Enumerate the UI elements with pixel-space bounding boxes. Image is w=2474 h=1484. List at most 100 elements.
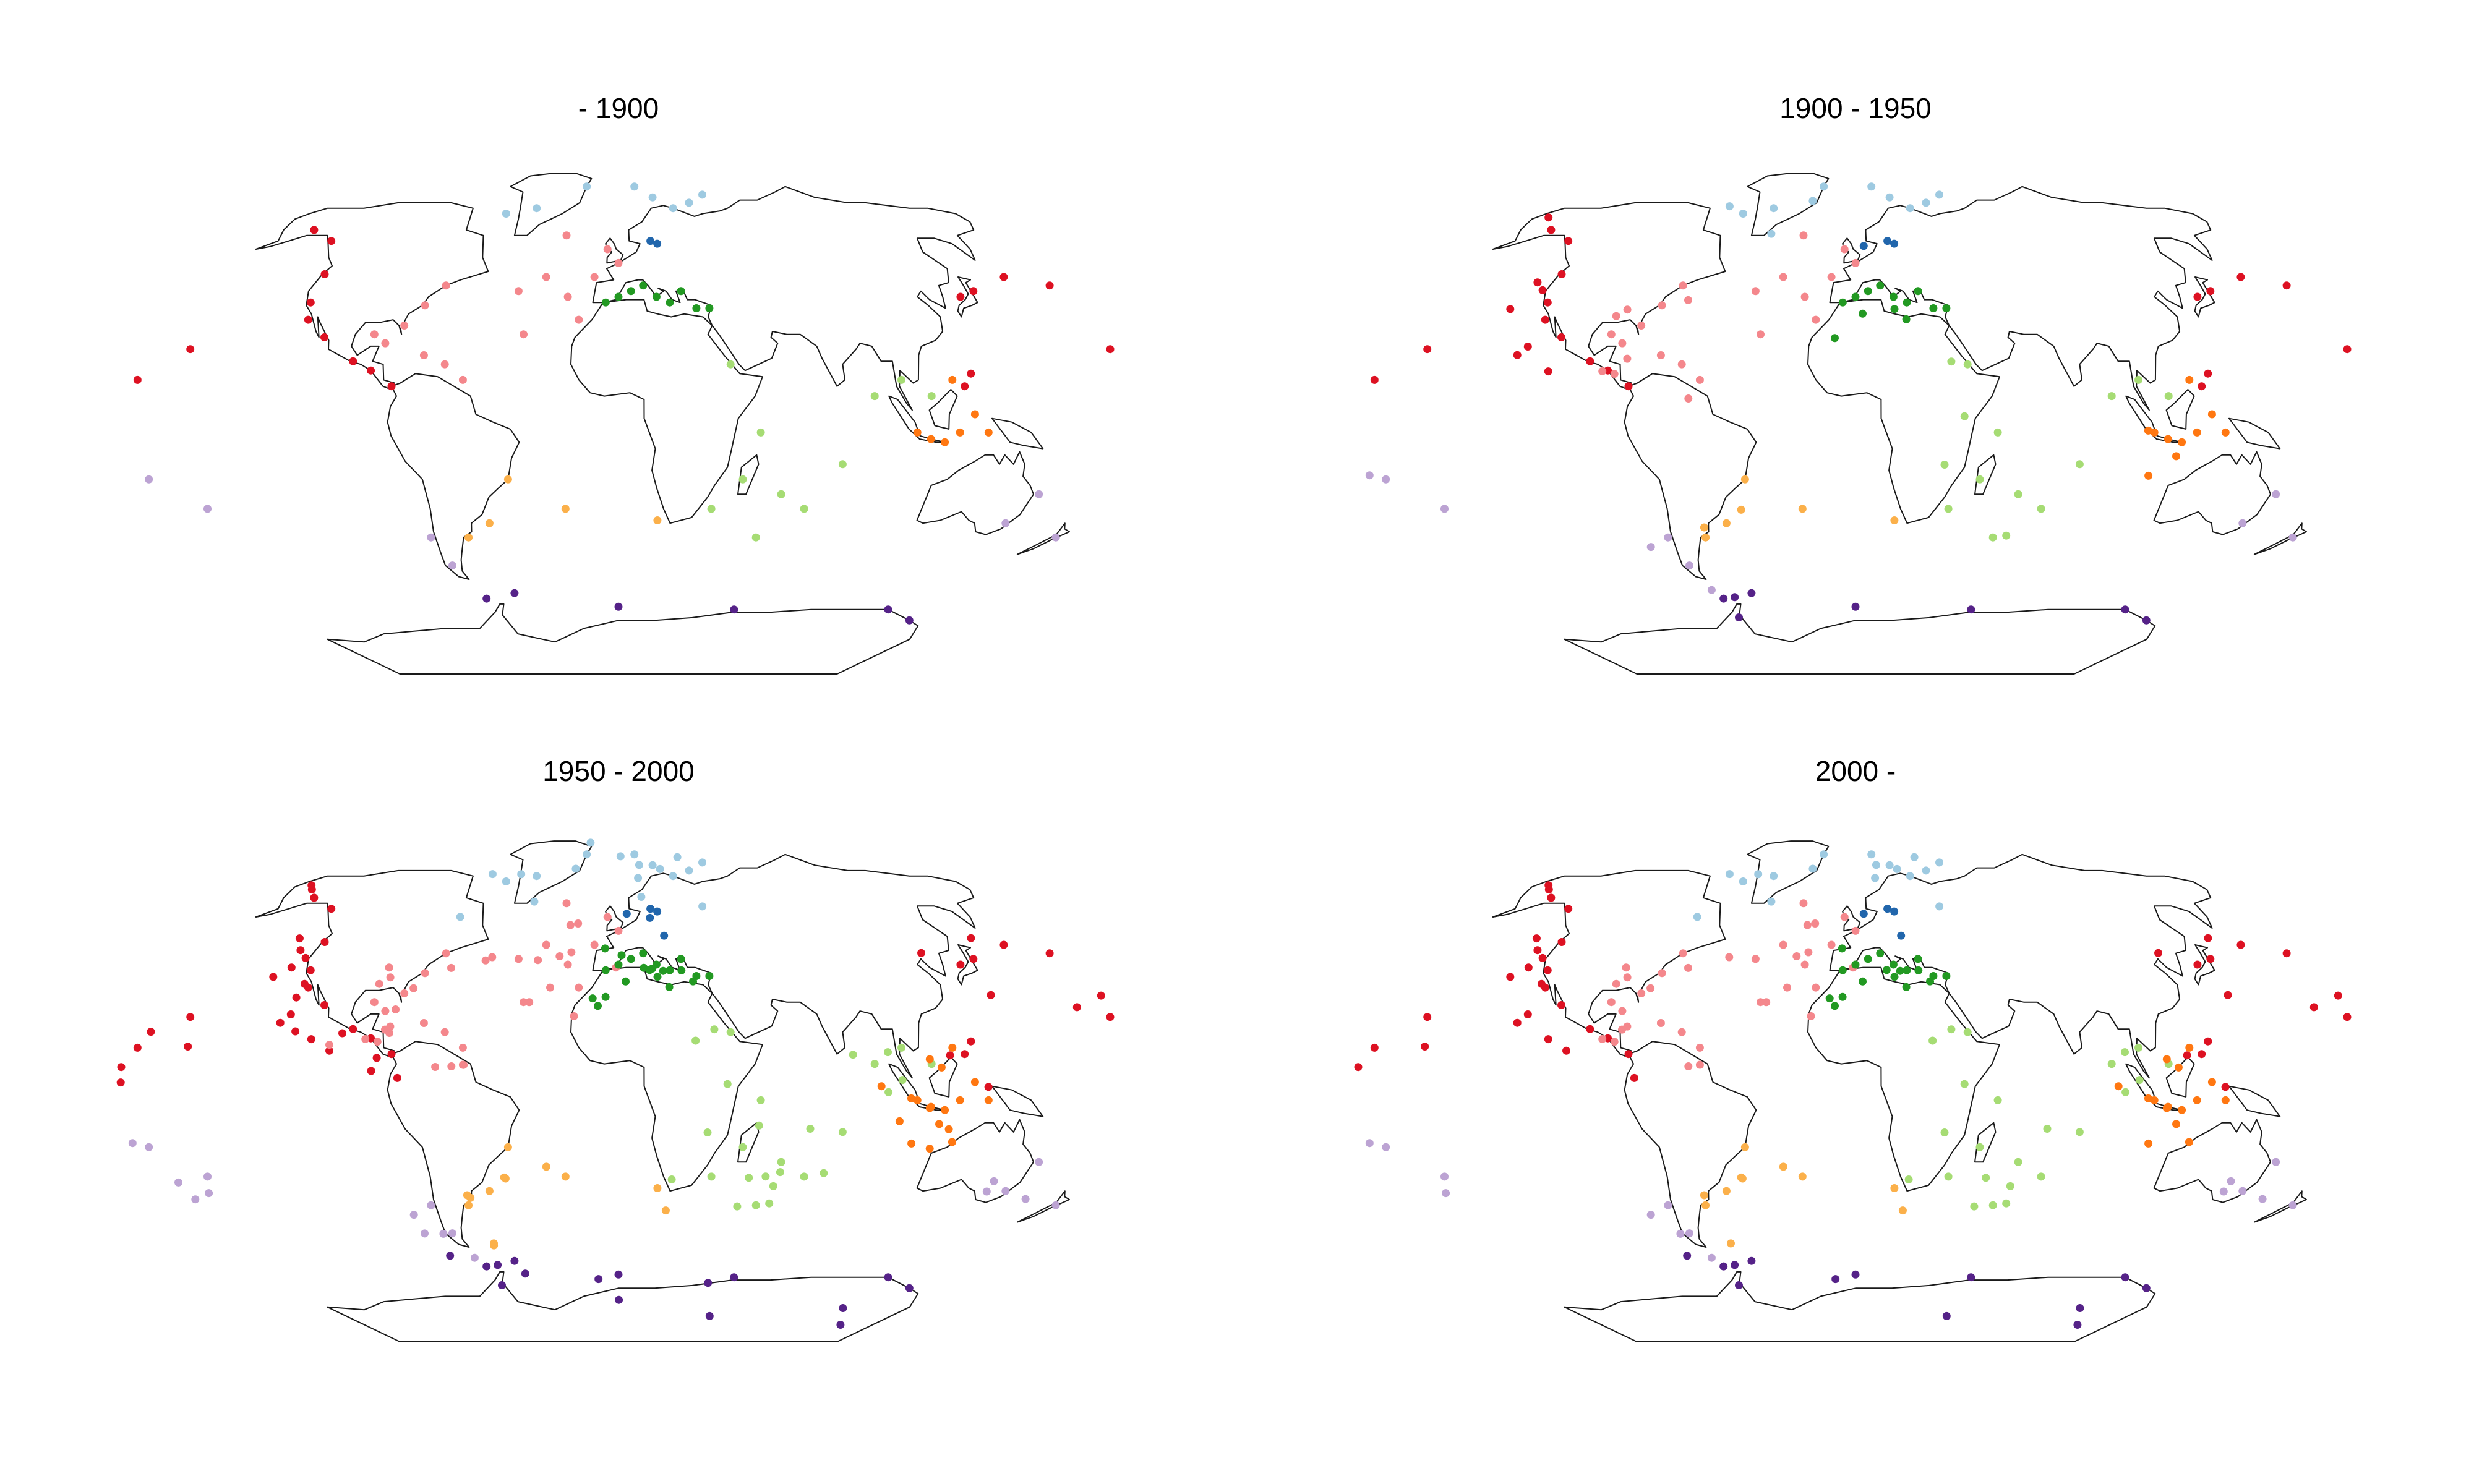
panel-title: 1900 - 1950 (1779, 92, 1932, 124)
landmass-japan (2194, 276, 2215, 318)
occurrence-point (1890, 1184, 1899, 1192)
occurrence-point (937, 1063, 946, 1072)
occurrence-point (276, 1018, 285, 1027)
landmass-eurasia (1829, 186, 2213, 411)
occurrence-point (639, 281, 648, 290)
occurrence-point (666, 966, 674, 974)
occurrence-point (1607, 998, 1616, 1007)
occurrence-point (1544, 213, 1553, 222)
occurrence-point (927, 392, 936, 401)
occurrence-point (710, 1025, 719, 1034)
occurrence-point (1656, 351, 1665, 359)
occurrence-point (440, 360, 449, 369)
occurrence-point (590, 273, 599, 281)
occurrence-point (186, 1013, 195, 1021)
occurrence-point (1747, 589, 1756, 597)
occurrence-point (1557, 938, 1566, 946)
occurrence-point (306, 298, 315, 307)
occurrence-point (1940, 1128, 1949, 1136)
occurrence-point (1859, 910, 1868, 918)
occurrence-point (2172, 1120, 2180, 1128)
occurrence-point (913, 428, 922, 437)
occurrence-point (707, 1172, 716, 1181)
occurrence-point (1051, 1201, 1060, 1209)
occurrence-point (2144, 471, 2153, 480)
occurrence-point (1646, 984, 1655, 992)
occurrence-point (1564, 905, 1573, 913)
occurrence-point (488, 953, 497, 962)
occurrence-point (2204, 369, 2212, 378)
landmass-newzealand (2253, 522, 2307, 555)
occurrence-point (1623, 305, 1632, 314)
occurrence-point (984, 428, 993, 437)
occurrence-point (1902, 315, 1911, 323)
occurrence-point (367, 1067, 375, 1075)
occurrence-point (603, 913, 612, 921)
occurrence-point (839, 1304, 847, 1312)
occurrence-point (730, 1273, 738, 1282)
occurrence-point (698, 858, 706, 867)
occurrence-point (925, 1055, 934, 1064)
occurrence-point (320, 938, 329, 946)
occurrence-point (1421, 1043, 1429, 1051)
occurrence-point (967, 1037, 975, 1046)
occurrence-point (1831, 1002, 1839, 1010)
occurrence-point (385, 1029, 393, 1037)
occurrence-point (970, 1078, 979, 1086)
occurrence-point (1423, 1013, 1432, 1021)
occurrence-point (2288, 533, 2297, 542)
occurrence-point (521, 1269, 529, 1278)
occurrence-point (1906, 872, 1914, 881)
occurrence-point (361, 1034, 370, 1043)
occurrence-point (327, 905, 336, 913)
landmass-japan (2194, 944, 2215, 986)
occurrence-point (1935, 190, 1943, 199)
occurrence-point (652, 292, 661, 301)
occurrence-point (400, 989, 409, 997)
occurrence-point (203, 505, 212, 513)
occurrence-point (456, 913, 464, 921)
occurrence-point (292, 993, 301, 1002)
occurrence-point (917, 949, 925, 957)
occurrence-point (307, 1035, 315, 1044)
occurrence-point (969, 955, 978, 963)
occurrence-point (2174, 1063, 2183, 1072)
occurrence-point (1679, 949, 1687, 958)
occurrence-point (1624, 382, 1633, 391)
occurrence-point (653, 516, 662, 524)
occurrence-point (1622, 963, 1630, 972)
occurrence-point (1684, 963, 1692, 972)
occurrence-point (571, 864, 580, 873)
occurrence-point (421, 969, 429, 978)
occurrence-point (1586, 1025, 1594, 1033)
occurrence-point (738, 1143, 747, 1151)
occurrence-point (1970, 1202, 1979, 1211)
occurrence-point (594, 1002, 602, 1010)
occurrence-point (393, 1073, 401, 1082)
occurrence-point (1106, 345, 1115, 354)
occurrence-point (1731, 593, 1739, 602)
occurrence-point (510, 589, 519, 597)
occurrence-point (1524, 963, 1533, 972)
occurrence-point (1890, 239, 1899, 248)
occurrence-point (574, 919, 583, 927)
occurrence-point (1547, 226, 1556, 234)
occurrence-point (1045, 949, 1054, 958)
occurrence-point (925, 1104, 934, 1112)
occurrence-point (603, 245, 612, 254)
occurrence-point (1707, 586, 1716, 594)
occurrence-point (1538, 286, 1547, 294)
occurrence-point (1557, 333, 1565, 341)
occurrence-point (1859, 977, 1867, 986)
panel-title: - 1900 (578, 92, 659, 124)
occurrence-point (1719, 594, 1728, 603)
occurrence-point (648, 861, 657, 869)
occurrence-point (1867, 182, 1876, 191)
occurrence-point (1960, 1080, 1969, 1088)
occurrence-point (640, 963, 648, 972)
landmass-australia (2153, 451, 2271, 535)
occurrence-point (301, 953, 310, 962)
occurrence-point (1872, 861, 1880, 869)
occurrence-point (601, 298, 610, 307)
occurrence-point (400, 322, 409, 330)
